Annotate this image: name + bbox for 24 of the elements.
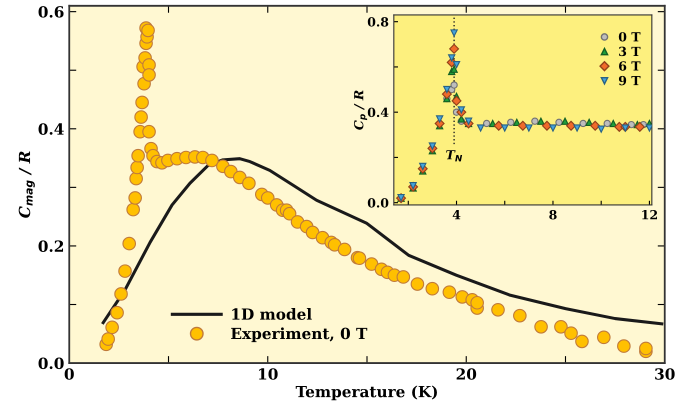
legend-label: Experiment, 0 T [231,327,368,342]
x-tick-label: 8 [549,210,557,220]
y-tick-label: 0.6 [38,6,64,18]
x-tick-label: 12 [642,210,658,220]
y-tick-label: 0.4 [38,123,64,135]
y-tick-label: 0.0 [368,198,388,208]
legend-label: 0 T [618,32,640,42]
x-tick-label: 30 [655,368,675,380]
legend-label: 1D model [232,308,312,320]
legend-label: 3 T [619,46,640,56]
y-tick-label: 0.8 [368,17,388,27]
x-tick-label: 20 [456,368,476,380]
y-axis-title: C$_{p}$ / R [354,90,368,130]
x-tick-label: 10 [258,368,278,380]
ref-line-label: T$_{N}$ [446,150,462,162]
y-tick-label: 0.4 [368,108,388,118]
y-axis-title: C$_{mag}$ / R [18,151,35,218]
legend-label: 6 T [619,61,640,71]
x-axis-title: Temperature (K) [296,386,437,400]
y-tick-label: 0.0 [38,358,64,370]
x-tick-label: 0 [64,368,74,380]
legend-label: 9 T [618,76,640,86]
x-tick-label: 4 [452,210,460,220]
y-tick-label: 0.2 [38,240,64,252]
